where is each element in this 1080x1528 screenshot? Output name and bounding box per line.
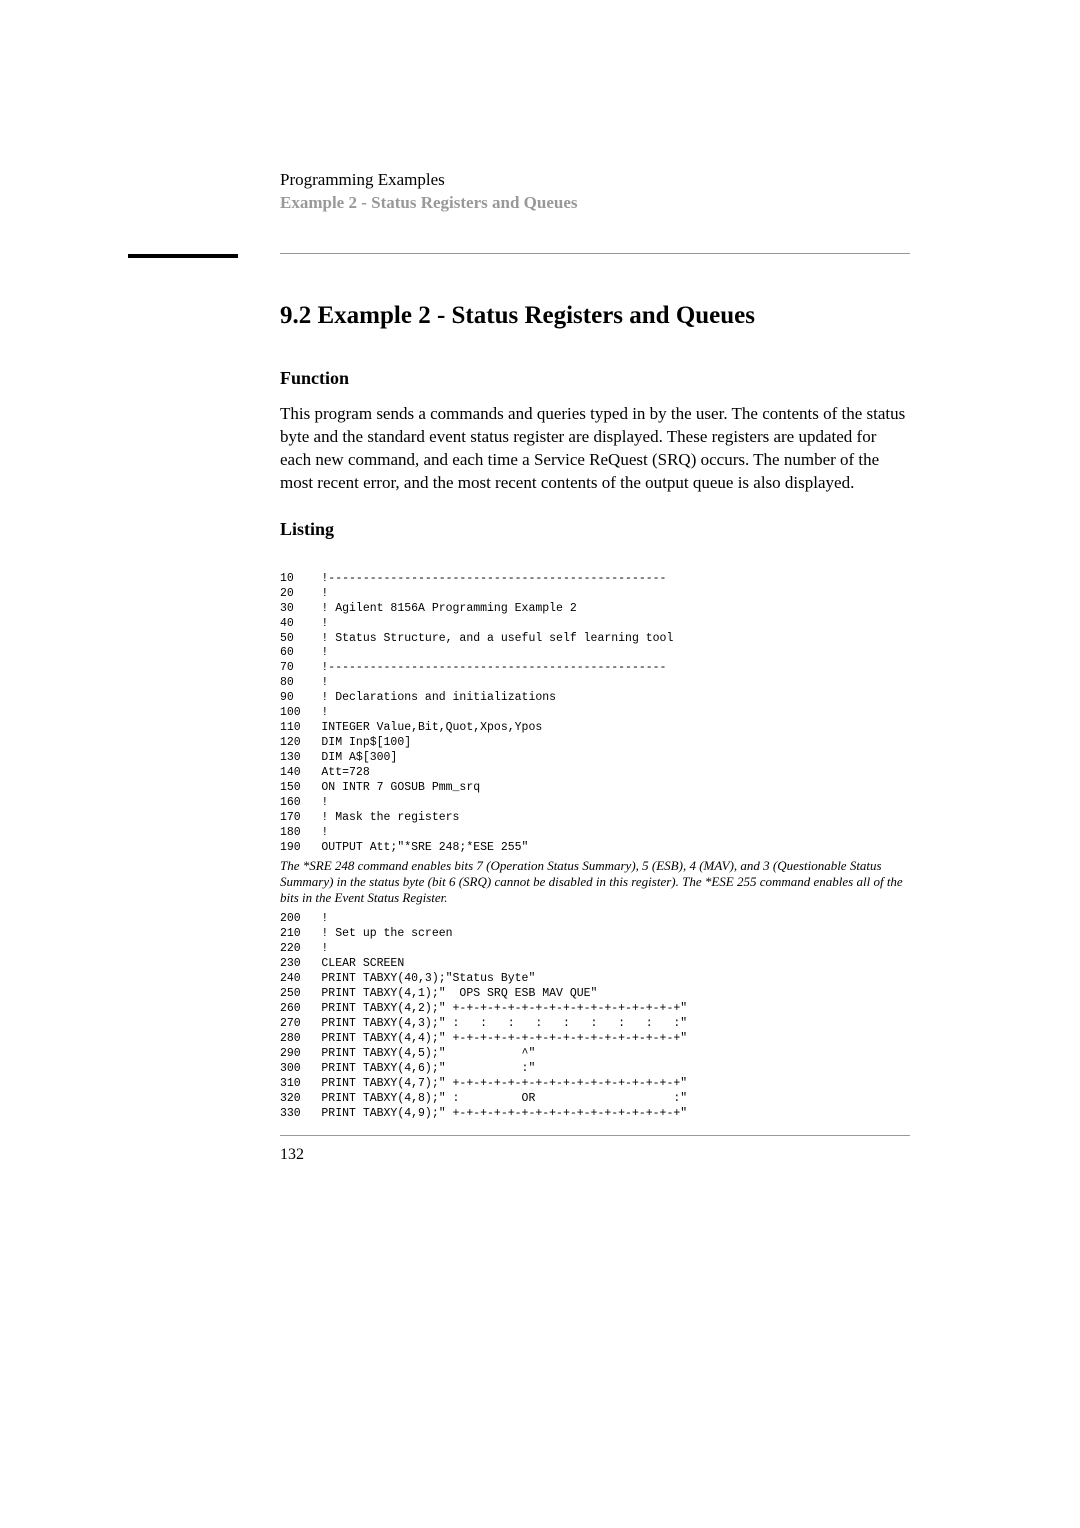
footer-rule xyxy=(280,1135,910,1136)
function-body-text: This program sends a commands and querie… xyxy=(280,403,910,495)
code-note: The *SRE 248 command enables bits 7 (Ope… xyxy=(280,858,910,907)
page-number: 132 xyxy=(280,1146,910,1164)
page-container: Programming Examples Example 2 - Status … xyxy=(0,0,1080,1528)
header-accent-bar xyxy=(128,254,238,258)
code-block-2: 200 ! 210 ! Set up the screen 220 ! 230 … xyxy=(280,912,910,1121)
page-header: Programming Examples Example 2 - Status … xyxy=(280,170,910,213)
listing-heading: Listing xyxy=(280,519,910,540)
header-rule-thin xyxy=(280,253,910,254)
header-title: Programming Examples xyxy=(280,170,910,190)
header-subtitle: Example 2 - Status Registers and Queues xyxy=(280,193,910,213)
header-rule xyxy=(280,253,910,254)
code-block-1: 10 !------------------------------------… xyxy=(280,572,910,856)
section-heading: 9.2 Example 2 - Status Registers and Que… xyxy=(280,302,910,330)
function-heading: Function xyxy=(280,368,910,389)
